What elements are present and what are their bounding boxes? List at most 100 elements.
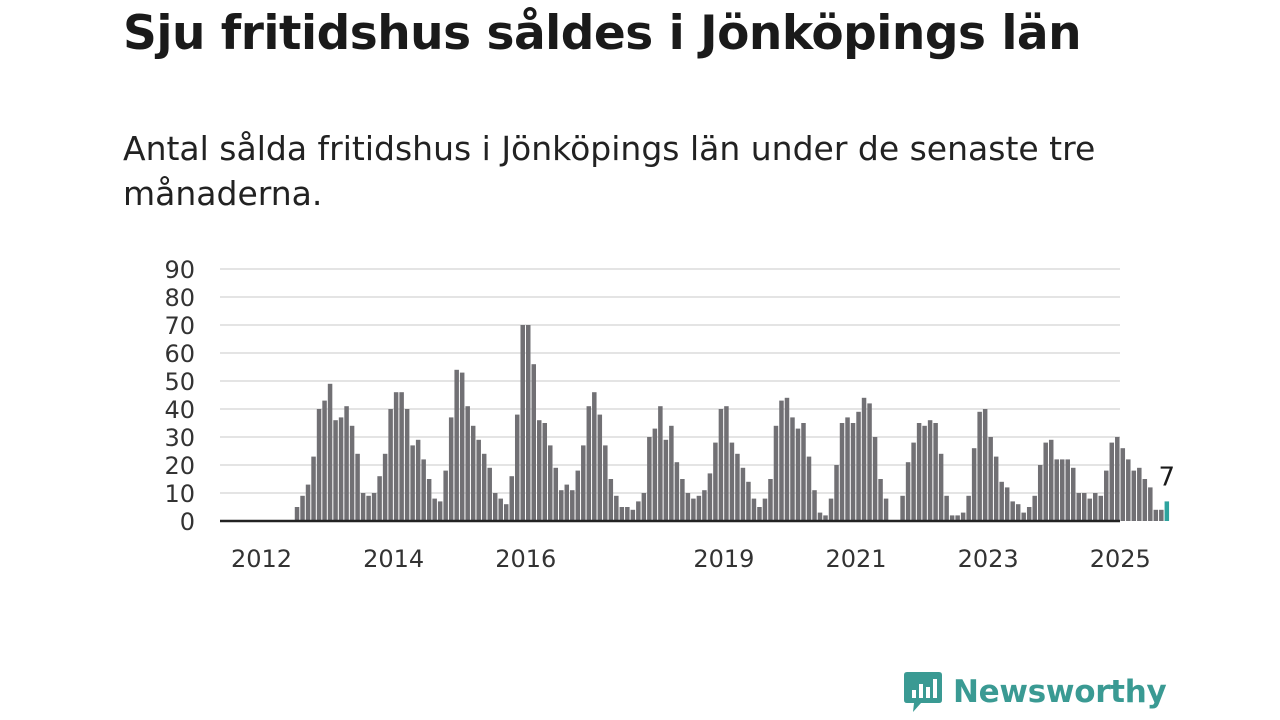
bar [647,437,652,521]
bar [514,414,520,521]
bar [746,481,751,521]
bar [294,507,300,521]
bar [988,437,993,521]
bar [911,442,916,521]
bar [636,501,641,521]
bar [614,495,619,521]
bar [377,476,382,521]
bar [608,479,614,521]
bar [1032,495,1037,521]
bar [905,462,911,521]
bar [1043,442,1048,521]
bar [971,448,977,521]
bar [592,392,597,521]
bar [933,423,938,521]
bar [1021,512,1026,521]
bar [1054,459,1059,521]
bar [773,425,779,521]
bar [553,467,559,521]
bar [669,425,674,521]
bar [779,400,784,521]
bar [916,423,922,521]
x-tick-label: 2019 [693,545,754,573]
bar [652,428,658,521]
bar [806,456,812,521]
bar [1159,509,1164,521]
bar [751,498,757,521]
bar [735,453,740,521]
y-tick-label: 50 [164,368,195,396]
bar [432,498,437,521]
bar [531,364,536,521]
bar [333,420,338,521]
bar [801,423,806,521]
y-tick-label: 20 [164,452,195,480]
bar [382,453,388,521]
bar [1082,493,1087,521]
bar [393,392,399,521]
bar [768,479,773,521]
bar [1093,493,1098,521]
bar [459,372,465,521]
bar [724,406,729,521]
bar [344,406,349,521]
bar [327,383,333,521]
bar [674,462,680,521]
chart-subtitle: Antal sålda fritidshus i Jönköpings län … [123,129,1096,213]
bar [795,428,801,521]
x-tick-label: 2025 [1090,545,1151,573]
bar [663,439,669,521]
bar [448,417,454,521]
bar [993,456,999,521]
bar [487,467,492,521]
bar [503,504,509,521]
bar [410,445,415,521]
bar [867,403,872,521]
bar [355,453,360,521]
x-tick-label: 2012 [231,545,292,573]
bar [437,501,443,521]
y-tick-label: 90 [164,256,195,284]
bar [625,507,630,521]
bar [718,409,724,521]
bar [597,414,603,521]
bar [856,411,861,521]
bar [300,495,305,521]
bar [426,479,432,521]
bar [559,490,564,521]
bar [1098,495,1104,521]
bar [465,406,470,521]
bar [828,498,834,521]
bar [966,495,971,521]
bar [322,400,327,521]
y-tick-label: 10 [164,480,195,508]
bar [960,512,966,521]
bar [691,498,696,521]
bar [1142,479,1148,521]
y-tick-label: 0 [180,508,195,536]
bar [927,420,933,521]
bar [944,495,949,521]
y-tick-label: 40 [164,396,195,424]
bar [476,439,481,521]
bar [630,509,636,521]
bar [696,495,702,521]
bar [982,409,988,521]
bar [790,417,795,521]
bar [498,498,503,521]
x-tick-label: 2014 [363,545,424,573]
bar [823,515,828,521]
chart-title: Sju fritidshus såldes i Jönköpings län [123,6,1082,61]
bar [575,470,581,521]
bar [1126,459,1131,521]
bar [707,473,713,521]
bar [784,397,790,521]
bar [1015,504,1021,521]
x-tick-label: 2023 [958,545,1019,573]
bar [872,437,878,521]
x-tick-label: 2016 [495,545,556,573]
bar [1037,465,1043,521]
bar [740,467,746,521]
bar [349,425,355,521]
bar [581,445,586,521]
